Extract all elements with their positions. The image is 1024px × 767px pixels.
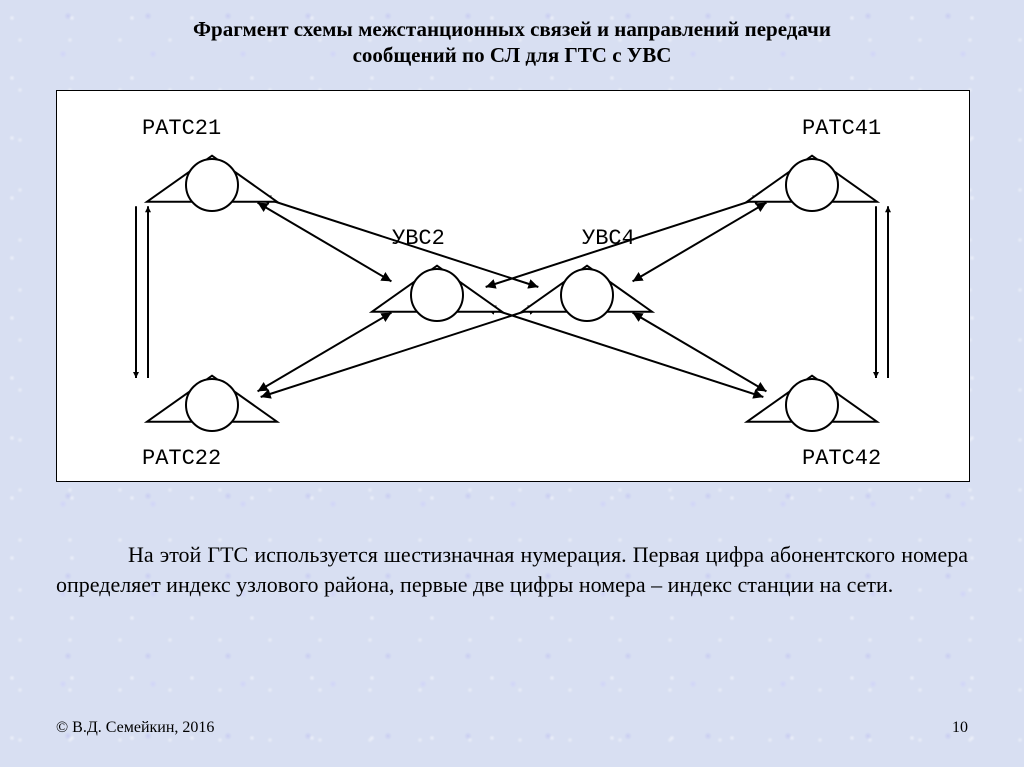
circle-icon: [186, 159, 238, 211]
title-line-1: Фрагмент схемы межстанционных связей и н…: [193, 17, 831, 41]
edge-ratc42-uvc4: [633, 313, 767, 392]
title-line-2: сообщений по СЛ для ГТС с УВС: [353, 43, 672, 67]
circle-icon: [786, 159, 838, 211]
edge-ratc21-uvc2: [258, 203, 392, 282]
circle-icon: [786, 379, 838, 431]
node-label-uvc2: УВС2: [392, 226, 445, 251]
circle-icon: [561, 269, 613, 321]
edge-ratc22-uvc4: [261, 307, 539, 397]
node-label-uvc4: УВС4: [582, 226, 635, 251]
node-label-ratc22: РАТС22: [142, 446, 221, 471]
edge-ratc42-uvc2: [486, 307, 764, 397]
circle-icon: [186, 379, 238, 431]
node-label-ratc41: РАТС41: [802, 116, 881, 141]
edge-ratc22-uvc2: [258, 313, 392, 392]
diagram-svg: РАТС21 РАТС41 УВС2 УВС4 РАТС22 РАТС42: [57, 91, 969, 481]
body-paragraph: На этой ГТС используется шестизначная ну…: [56, 540, 968, 599]
page-number: 10: [952, 719, 968, 737]
node-label-ratc42: РАТС42: [802, 446, 881, 471]
slide-title: Фрагмент схемы межстанционных связей и н…: [0, 16, 1024, 69]
body-text-content: На этой ГТС используется шестизначная ну…: [56, 542, 968, 597]
node-ratc22: [147, 376, 277, 431]
node-label-ratc21: РАТС21: [142, 116, 221, 141]
network-diagram: РАТС21 РАТС41 УВС2 УВС4 РАТС22 РАТС42: [56, 90, 970, 482]
copyright: © В.Д. Семейкин, 2016: [56, 719, 214, 737]
slide-page: Фрагмент схемы межстанционных связей и н…: [0, 0, 1024, 767]
node-ratc42: [747, 376, 877, 431]
circle-icon: [411, 269, 463, 321]
edge-ratc41-uvc4: [633, 203, 767, 282]
